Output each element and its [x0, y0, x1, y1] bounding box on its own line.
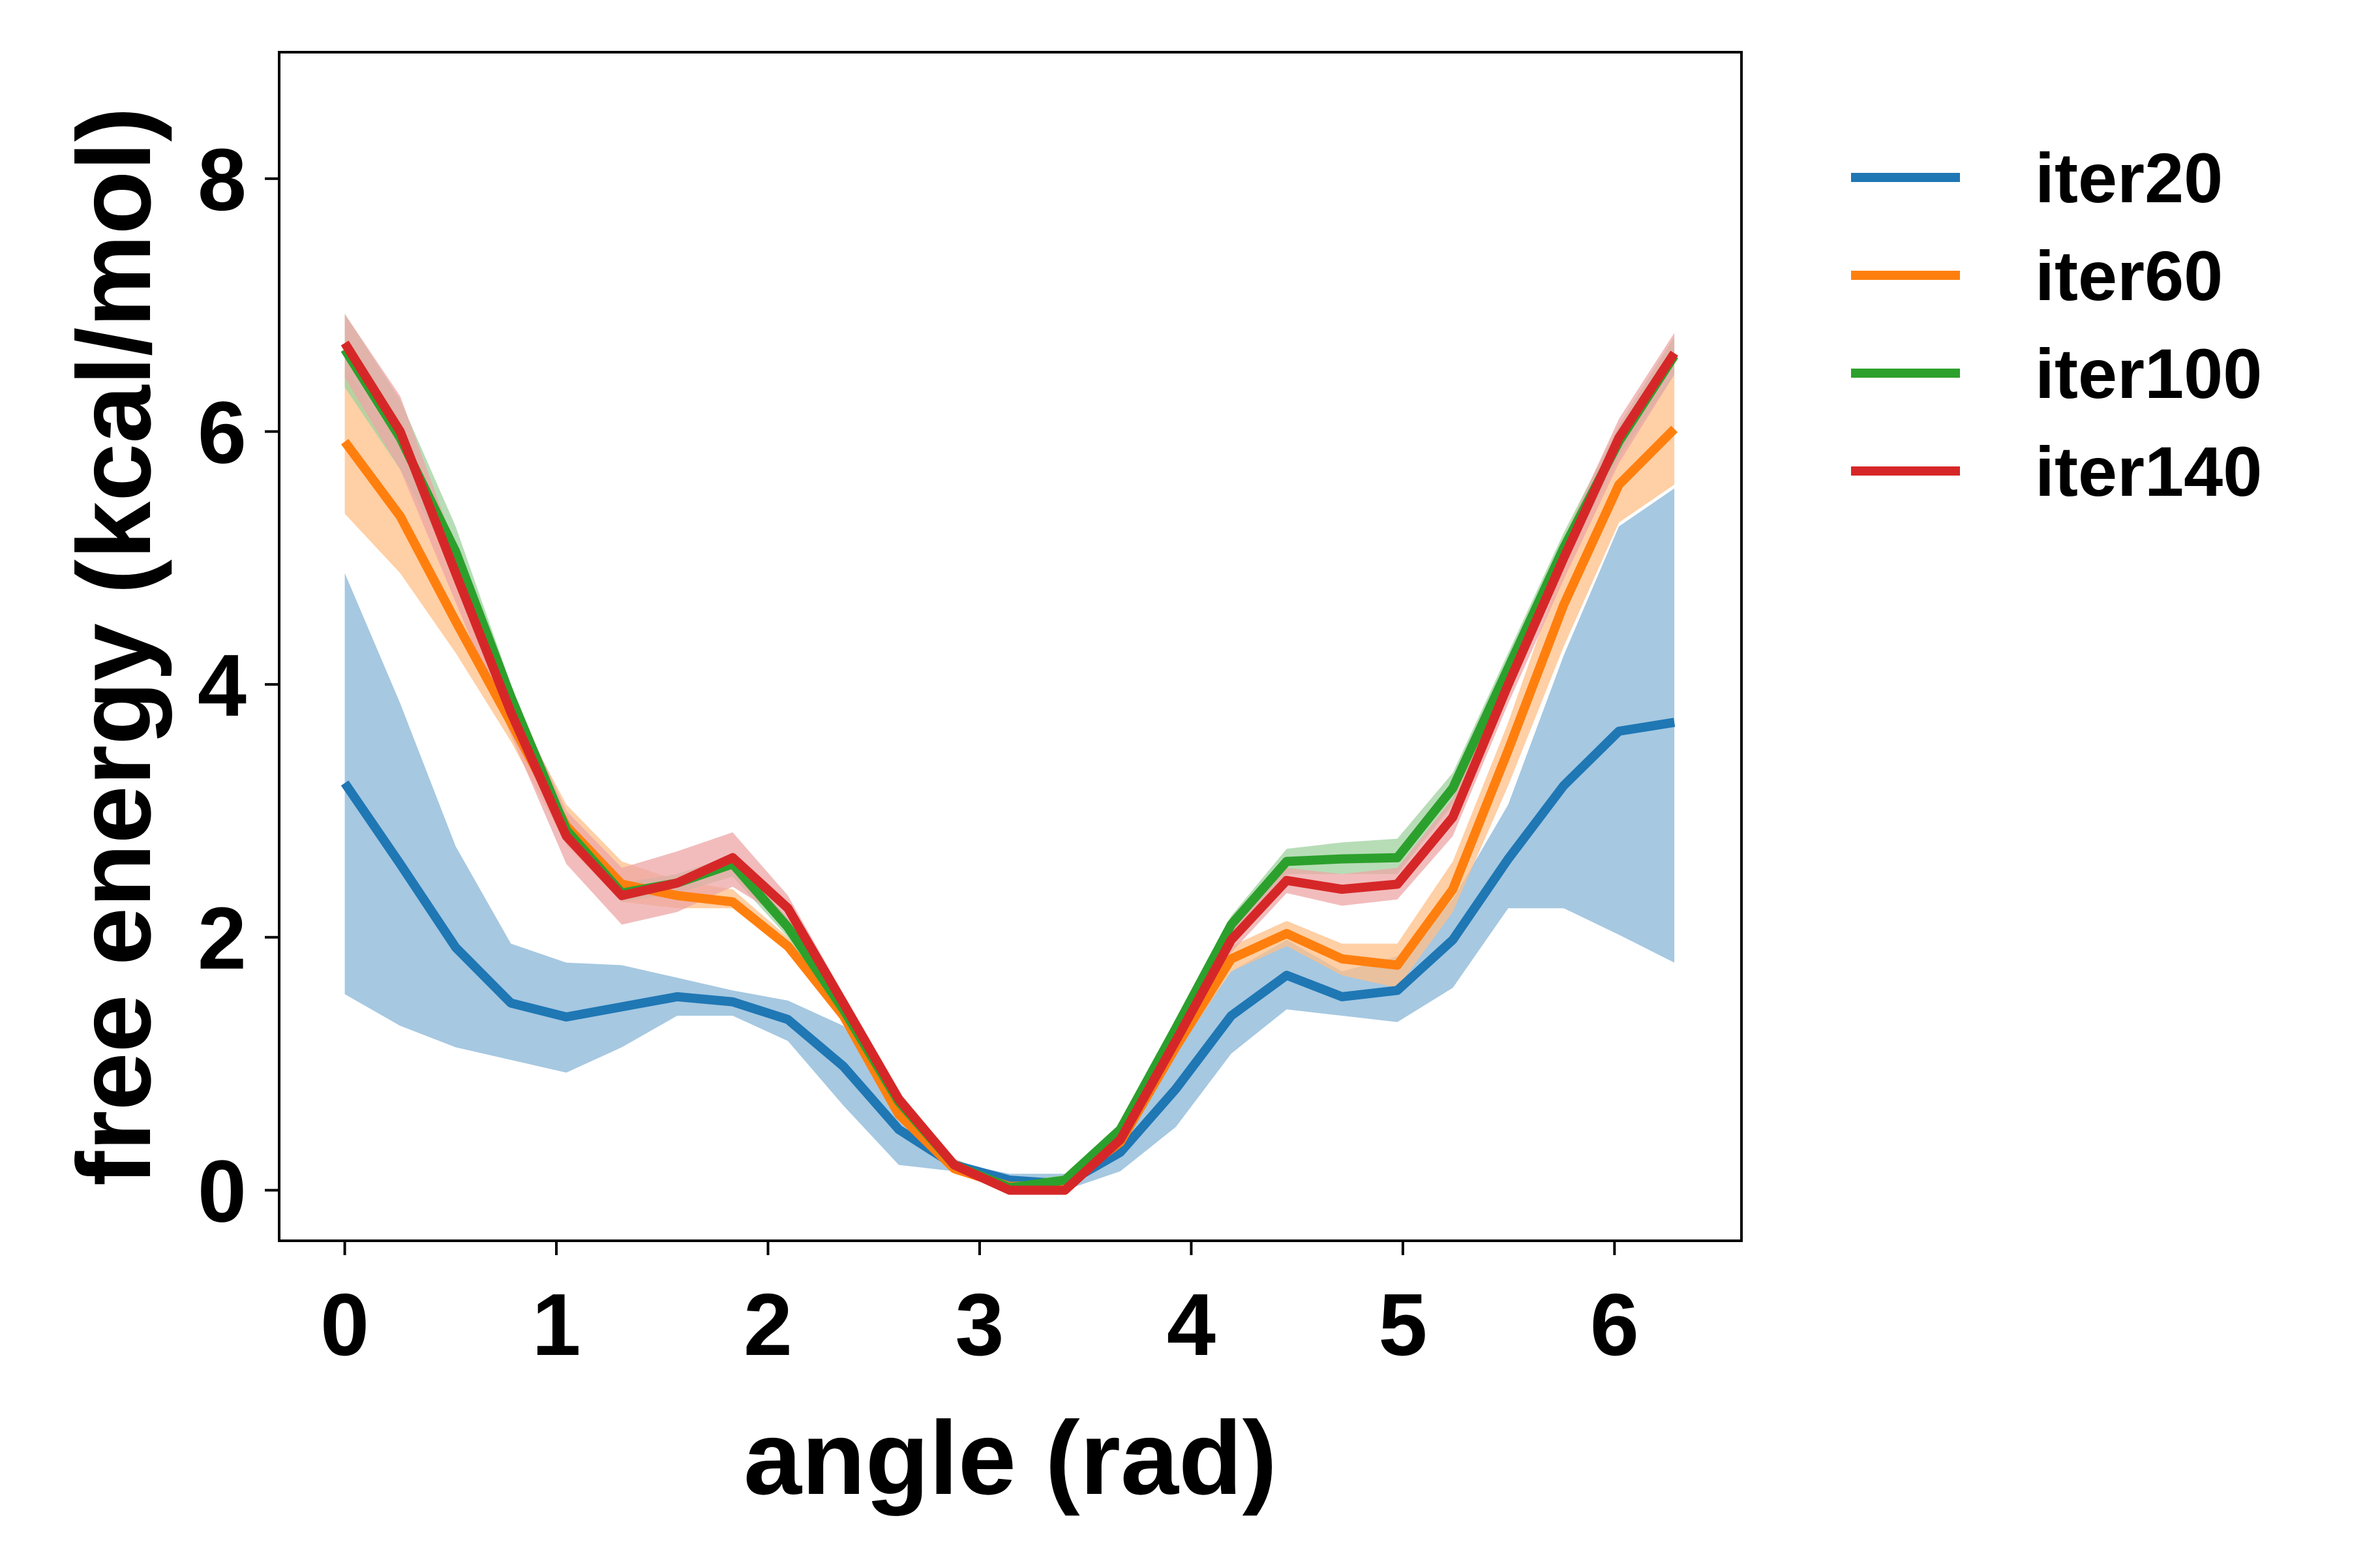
x-tick-label: 6: [1590, 1275, 1639, 1374]
y-tick-label: 6: [198, 383, 247, 481]
legend-label-iter60: iter60: [2035, 236, 2223, 315]
x-tick-label: 5: [1378, 1275, 1427, 1374]
x-tick-label: 3: [955, 1275, 1004, 1374]
y-axis-label: free energy (kcal/mol): [55, 107, 172, 1186]
legend-label-iter140: iter140: [2035, 432, 2262, 511]
y-tick-label: 0: [198, 1142, 247, 1240]
series-line-iter140: [340, 341, 1678, 1195]
y-tick-label: 2: [198, 889, 247, 988]
y-axis-ticks: 0 2 4 6 8: [198, 130, 279, 1240]
x-axis-ticks: 0 1 2 3 4 5 6: [320, 1241, 1639, 1374]
plot-frame: [278, 51, 1743, 1242]
x-axis-label: angle (rad): [744, 1399, 1277, 1516]
legend-label-iter20: iter20: [2035, 138, 2223, 217]
x-tick-label: 2: [744, 1275, 792, 1374]
band-iter20: [344, 488, 1675, 1191]
confidence-bands: [344, 314, 1675, 1191]
legend-label-iter100: iter100: [2035, 334, 2262, 413]
series-line-iter20: [340, 718, 1676, 1189]
series-lines: [340, 341, 1678, 1195]
x-tick-label: 1: [532, 1275, 580, 1374]
y-tick-label: 8: [198, 130, 247, 229]
x-tick-label: 4: [1167, 1275, 1216, 1374]
legend: iter20 iter60 iter100 iter140: [1851, 138, 2262, 511]
y-tick-label: 4: [198, 636, 247, 735]
x-tick-label: 0: [320, 1275, 369, 1374]
